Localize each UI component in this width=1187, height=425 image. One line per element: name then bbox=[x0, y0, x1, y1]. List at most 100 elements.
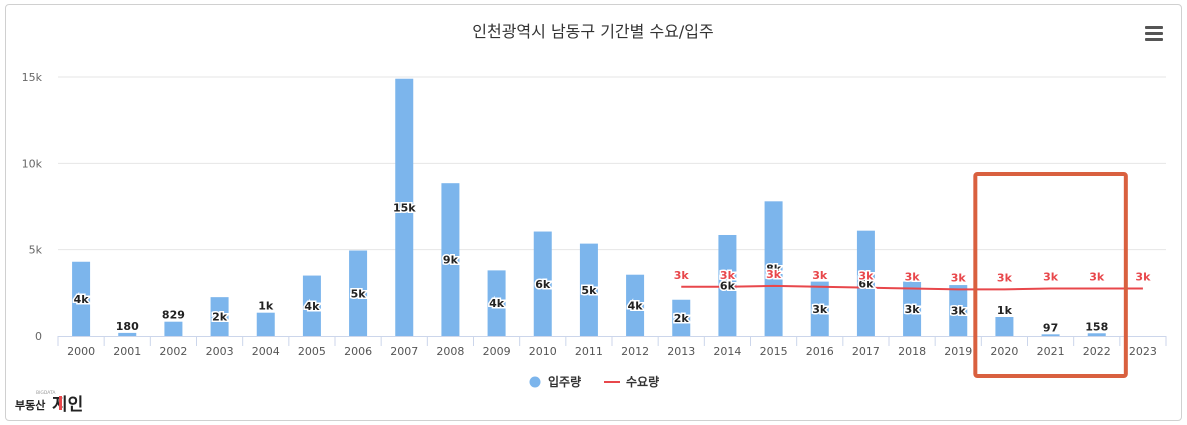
bar bbox=[164, 321, 183, 336]
bar bbox=[487, 270, 506, 336]
x-tick-label: 2008 bbox=[436, 345, 464, 358]
data-label: 4k bbox=[628, 299, 644, 312]
x-tick-label: 2016 bbox=[806, 345, 834, 358]
bar bbox=[1087, 333, 1106, 336]
x-tick-label: 2004 bbox=[252, 345, 280, 358]
bar bbox=[210, 297, 229, 336]
bar bbox=[349, 250, 368, 336]
x-tick-label: 2022 bbox=[1083, 345, 1111, 358]
data-label: 97 bbox=[1043, 321, 1058, 334]
brand-text-small: 부동산 bbox=[15, 398, 45, 412]
data-label: 2k bbox=[212, 311, 228, 324]
bar bbox=[302, 275, 321, 336]
bar bbox=[579, 243, 598, 336]
x-tick-label: 2001 bbox=[113, 345, 141, 358]
bar bbox=[118, 332, 137, 336]
data-label: 180 bbox=[116, 320, 139, 333]
hamburger-menu-icon[interactable] bbox=[1144, 26, 1164, 42]
x-tick-label: 2012 bbox=[621, 345, 649, 358]
bar bbox=[533, 231, 552, 336]
x-tick-label: 2000 bbox=[67, 345, 95, 358]
bar bbox=[764, 201, 783, 336]
bar bbox=[718, 234, 737, 336]
legend-bar-label: 입주량 bbox=[548, 375, 581, 389]
data-label: 15k bbox=[393, 201, 416, 214]
bar bbox=[441, 183, 460, 336]
data-label: 158 bbox=[1085, 320, 1108, 333]
x-tick-label: 2015 bbox=[760, 345, 788, 358]
legend-bar-symbol bbox=[529, 376, 541, 388]
bar bbox=[256, 312, 275, 336]
x-tick-label: 2003 bbox=[206, 345, 234, 358]
bar bbox=[903, 281, 922, 336]
y-tick-label: 15k bbox=[22, 71, 43, 84]
data-label: 3k bbox=[1043, 271, 1059, 284]
x-tick-label: 2013 bbox=[667, 345, 695, 358]
legend-line-label: 수요량 bbox=[626, 375, 659, 389]
x-tick-label: 2014 bbox=[713, 345, 741, 358]
data-label: 3k bbox=[1135, 271, 1151, 284]
x-tick-label: 2011 bbox=[575, 345, 603, 358]
data-label: 3k bbox=[997, 271, 1013, 284]
data-label: 3k bbox=[1089, 271, 1105, 284]
bar bbox=[810, 281, 829, 336]
bar bbox=[856, 230, 875, 336]
brand-tagline: BIGDATA bbox=[36, 390, 56, 396]
x-tick-label: 2007 bbox=[390, 345, 418, 358]
bar bbox=[949, 285, 968, 336]
data-label: 6k bbox=[858, 277, 874, 290]
highlight-box bbox=[973, 172, 1128, 378]
x-tick-label: 2005 bbox=[298, 345, 326, 358]
data-label: 5k bbox=[351, 287, 367, 300]
legend: 입주량 수요량 bbox=[529, 375, 659, 389]
x-tick-label: 2018 bbox=[898, 345, 926, 358]
data-label: 3k bbox=[812, 303, 828, 316]
data-label: 3k bbox=[766, 268, 782, 281]
grid-lines bbox=[58, 76, 1166, 251]
data-label: 4k bbox=[74, 293, 90, 306]
bar bbox=[995, 317, 1014, 336]
data-label: 3k bbox=[905, 303, 921, 316]
x-tick-label: 2021 bbox=[1037, 345, 1065, 358]
data-label: 4k bbox=[489, 297, 505, 310]
data-label: 2k bbox=[674, 312, 690, 325]
brand-text-large: 지인 bbox=[52, 395, 83, 414]
x-tick-label: 2017 bbox=[852, 345, 880, 358]
data-label: 3k bbox=[812, 269, 828, 282]
brand-accent-bar bbox=[59, 396, 62, 410]
bar-series bbox=[72, 78, 1106, 336]
highlight-rect bbox=[973, 172, 1128, 378]
data-label: 829 bbox=[162, 309, 185, 322]
x-tick-label: 2006 bbox=[344, 345, 372, 358]
data-label: 1k bbox=[997, 304, 1013, 317]
data-label: 6k bbox=[720, 279, 736, 292]
y-tick-label: 10k bbox=[22, 157, 43, 170]
bar bbox=[626, 274, 645, 336]
y-axis: 0 5k 10k 15k bbox=[22, 71, 43, 343]
chart-frame bbox=[5, 4, 1182, 421]
chart-title: 인천광역시 남동구 기간별 수요/입주 bbox=[472, 22, 713, 41]
bar bbox=[672, 299, 691, 336]
data-label: 8k bbox=[766, 263, 782, 276]
data-label: 3k bbox=[905, 271, 921, 284]
data-label: 9k bbox=[443, 254, 459, 267]
brand-logo: BIGDATA 부동산 지인 bbox=[14, 388, 84, 414]
x-tick-label: 2010 bbox=[529, 345, 557, 358]
data-label: 3k bbox=[951, 305, 967, 318]
x-tick-label: 2009 bbox=[483, 345, 511, 358]
x-tick-label: 2023 bbox=[1129, 345, 1157, 358]
data-label: 6k bbox=[535, 278, 551, 291]
data-label: 3k bbox=[720, 269, 736, 282]
bar bbox=[1041, 334, 1060, 336]
data-label: 3k bbox=[858, 270, 874, 283]
data-label: 3k bbox=[674, 269, 690, 282]
demand-line bbox=[681, 284, 1143, 291]
bar bbox=[72, 261, 91, 336]
line-series bbox=[681, 284, 1143, 291]
data-label: 3k bbox=[951, 271, 967, 284]
x-axis: 2000 2001 2002 2003 2004 2005 2006 2007 2008 2009… bbox=[57, 336, 1167, 358]
x-tick-label: 2002 bbox=[159, 345, 187, 358]
x-tick-label: 2020 bbox=[990, 345, 1018, 358]
